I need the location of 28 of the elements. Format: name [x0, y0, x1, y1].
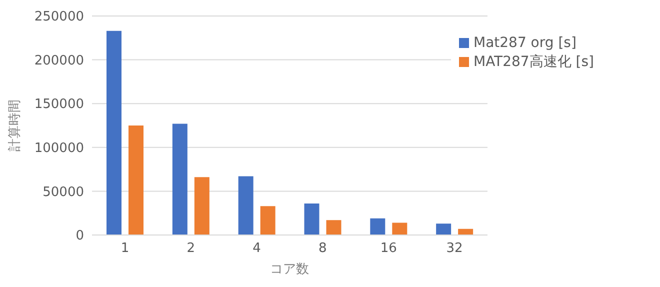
bar	[370, 218, 386, 235]
legend-label: MAT287高速化 [s]	[473, 54, 594, 70]
bar	[128, 126, 144, 235]
y-axis-title: 計算時間	[8, 100, 23, 152]
bar	[458, 228, 474, 235]
bar	[392, 222, 408, 235]
y-tick-label: 0	[76, 228, 84, 244]
bar	[260, 206, 276, 235]
y-tick-label: 50000	[42, 184, 84, 200]
y-tick-label: 200000	[34, 53, 84, 68]
y-tick-label: 250000	[34, 10, 84, 25]
y-tick-label: 150000	[34, 97, 84, 112]
bar	[238, 176, 254, 235]
x-axis-title: コア数	[270, 262, 310, 277]
legend-label: Mat287 org [s]	[473, 35, 576, 51]
x-tick-label: 4	[252, 241, 261, 256]
x-tick-label: 8	[318, 241, 327, 256]
bar	[194, 177, 210, 235]
bar	[304, 203, 320, 235]
x-tick-label: 1	[120, 241, 130, 256]
bar	[326, 220, 342, 235]
bar	[436, 224, 452, 235]
x-tick-label: 2	[186, 241, 196, 256]
x-tick-label: 32	[446, 241, 463, 256]
bar	[106, 30, 122, 235]
bar	[172, 124, 188, 235]
y-tick-label: 100000	[34, 141, 84, 156]
x-tick-label: 16	[380, 241, 397, 256]
